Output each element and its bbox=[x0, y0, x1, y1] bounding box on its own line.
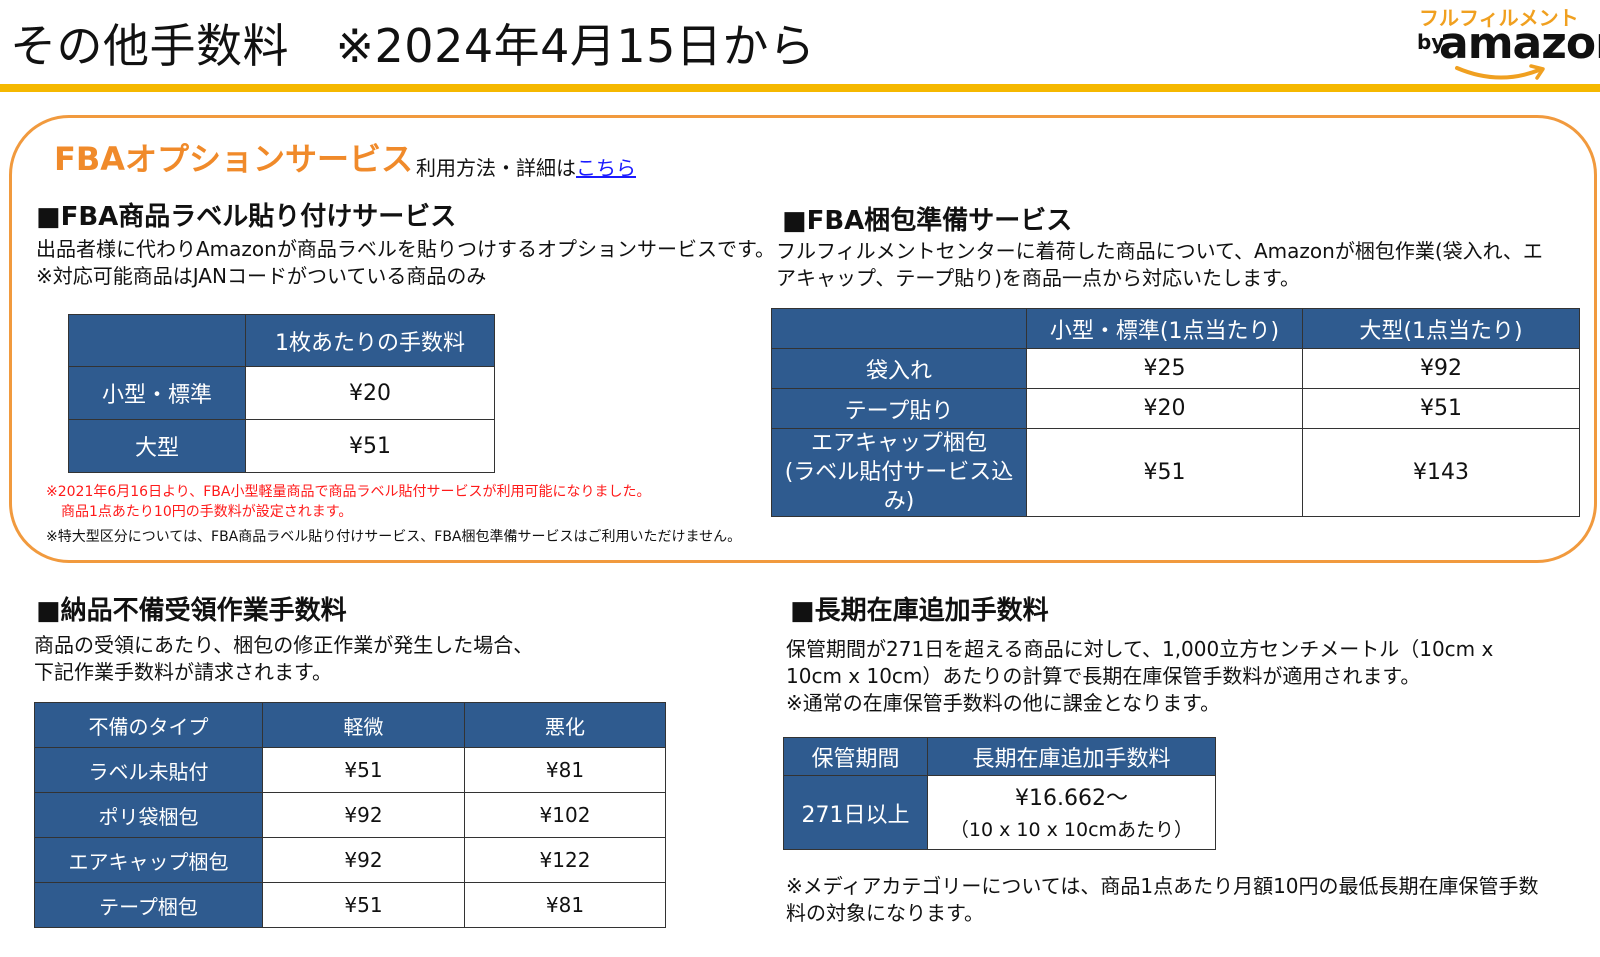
fee-cell: ¥51 bbox=[245, 419, 495, 473]
option-services-box bbox=[9, 115, 1597, 563]
longterm-fee-desc: 保管期間が271日を超える商品に対して、1,000立方センチメートル（10cm … bbox=[786, 636, 1493, 717]
table-row: ポリ袋梱包 ¥92 ¥102 bbox=[34, 792, 666, 838]
fee-cell: ¥92 bbox=[262, 792, 465, 838]
fee-cell: ¥51 bbox=[262, 882, 465, 928]
brand-kana: フルフィルメント bbox=[1419, 6, 1579, 30]
brand-by: by bbox=[1417, 30, 1445, 54]
defect-fee-title: ■納品不備受領作業手数料 bbox=[36, 596, 347, 626]
amazon-logo: フルフィルメント by amazon bbox=[1403, 0, 1600, 90]
fee-cell: ¥51 bbox=[1302, 388, 1580, 429]
table-row: テープ貼り ¥20 ¥51 bbox=[771, 388, 1580, 429]
fee-cell: ¥81 bbox=[464, 882, 666, 928]
row-label: テープ貼り bbox=[771, 388, 1027, 429]
row-label: エアキャップ梱包 (ラベル貼付サービス込み) bbox=[771, 428, 1027, 517]
fee-cell: ¥92 bbox=[262, 837, 465, 883]
label-fee-table: 1枚あたりの手数料 小型・標準 ¥20 大型 ¥51 bbox=[68, 314, 495, 473]
desc-line: 10cm x 10cm）あたりの計算で長期在庫保管手数料が適用されます。 bbox=[786, 664, 1421, 688]
label-service-desc: 出品者様に代わりAmazonが商品ラベルを貼りつけするオプションサービスです。 … bbox=[36, 236, 775, 290]
table-row: テープ梱包 ¥51 ¥81 bbox=[34, 882, 666, 928]
desc-line: 保管期間が271日を超える商品に対して、1,000立方センチメートル（10cm … bbox=[786, 637, 1494, 661]
fee-cell: ¥92 bbox=[1302, 348, 1580, 389]
row-label: テープ梱包 bbox=[34, 882, 263, 928]
table-row: 大型 ¥51 bbox=[68, 419, 495, 473]
table-row: 271日以上 ¥16.662～ （10 x 10 x 10cmあたり） bbox=[783, 775, 1216, 850]
page-title: その他手数料 ※2024年4月15日から bbox=[10, 19, 816, 73]
amazon-smile-icon bbox=[1455, 64, 1545, 80]
desc-line: フルフィルメントセンターに着荷した商品について、Amazonが梱包作業(袋入れ、… bbox=[776, 239, 1543, 263]
fee-cell: ¥122 bbox=[464, 837, 666, 883]
table-header-cell: 1枚あたりの手数料 bbox=[245, 314, 495, 367]
table-row: エアキャップ梱包 (ラベル貼付サービス込み) ¥51 ¥143 bbox=[771, 428, 1580, 517]
fee-cell: ¥102 bbox=[464, 792, 666, 838]
desc-line: ※対応可能商品はJANコードがついている商品のみ bbox=[36, 264, 487, 288]
details-link[interactable]: こちら bbox=[576, 156, 636, 180]
table-header-cell: 不備のタイプ bbox=[34, 702, 263, 748]
table-header-cell bbox=[771, 308, 1027, 349]
fee-cell: ¥16.662～ （10 x 10 x 10cmあたり） bbox=[927, 775, 1216, 850]
desc-line: アキャップ、テープ貼り)を商品一点から対応いたします。 bbox=[776, 266, 1301, 290]
fee-cell: ¥81 bbox=[464, 747, 666, 793]
fee-unit-note: （10 x 10 x 10cmあたり） bbox=[949, 818, 1194, 841]
oversize-note: ※特大型区分については、FBA商品ラベル貼り付けサービス、FBA梱包準備サービス… bbox=[46, 529, 742, 545]
table-row: 小型・標準 ¥20 bbox=[68, 366, 495, 420]
note-line: 料の対象になります。 bbox=[786, 901, 984, 925]
row-label: ラベル未貼付 bbox=[34, 747, 263, 793]
table-header-cell: 小型・標準(1点当たり) bbox=[1026, 308, 1303, 349]
row-label: 大型 bbox=[68, 419, 246, 473]
option-subtext-label: 利用方法・詳細は bbox=[416, 156, 576, 180]
title-rule bbox=[0, 84, 1600, 92]
fee-cell: ¥51 bbox=[262, 747, 465, 793]
fee-cell: ¥51 bbox=[1026, 428, 1303, 517]
table-header-cell: 保管期間 bbox=[783, 737, 928, 776]
brand-name: amazon bbox=[1439, 18, 1600, 69]
desc-line: ※通常の在庫保管手数料の他に課金となります。 bbox=[786, 691, 1221, 715]
fee-cell: ¥143 bbox=[1302, 428, 1580, 517]
row-label: 袋入れ bbox=[771, 348, 1027, 389]
table-row: エアキャップ梱包 ¥92 ¥122 bbox=[34, 837, 666, 883]
table-header-cell: 悪化 bbox=[464, 702, 666, 748]
defect-fee-desc: 商品の受領にあたり、梱包の修正作業が発生した場合、 下記作業手数料が請求されます… bbox=[34, 632, 533, 686]
table-header-cell: 長期在庫追加手数料 bbox=[927, 737, 1216, 776]
table-header-cell: 大型(1点当たり) bbox=[1302, 308, 1580, 349]
prep-service-title: ■FBA梱包準備サービス bbox=[782, 206, 1073, 236]
desc-line: 商品の受領にあたり、梱包の修正作業が発生した場合、 bbox=[34, 633, 534, 657]
note-line: 商品1点あたり10円の手数料が設定されます。 bbox=[61, 504, 353, 520]
row-label: 小型・標準 bbox=[68, 366, 246, 420]
label-service-red-note: ※2021年6月16日より、FBA小型軽量商品で商品ラベル貼付サービスが利用可能… bbox=[46, 482, 650, 522]
row-label: 271日以上 bbox=[783, 775, 928, 850]
fee-cell: ¥20 bbox=[245, 366, 495, 420]
row-label: エアキャップ梱包 bbox=[34, 837, 263, 883]
fee-value: ¥16.662～ bbox=[1015, 785, 1128, 811]
option-heading: FBAオプションサービス bbox=[54, 140, 414, 178]
fee-cell: ¥20 bbox=[1026, 388, 1303, 429]
label-service-title: ■FBA商品ラベル貼り付けサービス bbox=[36, 202, 457, 232]
note-line: ※メディアカテゴリーについては、商品1点あたり月額10円の最低長期在庫保管手数 bbox=[786, 874, 1539, 898]
row-label: ポリ袋梱包 bbox=[34, 792, 263, 838]
prep-service-desc: フルフィルメントセンターに着荷した商品について、Amazonが梱包作業(袋入れ、… bbox=[776, 238, 1543, 292]
longterm-fee-table: 保管期間 長期在庫追加手数料 271日以上 ¥16.662～ （10 x 10 … bbox=[783, 737, 1216, 850]
fee-cell: ¥25 bbox=[1026, 348, 1303, 389]
note-line: ※2021年6月16日より、FBA小型軽量商品で商品ラベル貼付サービスが利用可能… bbox=[46, 484, 651, 500]
table-header-cell: 軽微 bbox=[262, 702, 465, 748]
media-category-note: ※メディアカテゴリーについては、商品1点あたり月額10円の最低長期在庫保管手数 … bbox=[786, 873, 1539, 927]
prep-fee-table: 小型・標準(1点当たり) 大型(1点当たり) 袋入れ ¥25 ¥92 テープ貼り… bbox=[771, 308, 1580, 517]
option-subtext: 利用方法・詳細はこちら bbox=[416, 152, 636, 181]
table-row: 袋入れ ¥25 ¥92 bbox=[771, 348, 1580, 389]
desc-line: 出品者様に代わりAmazonが商品ラベルを貼りつけするオプションサービスです。 bbox=[36, 237, 776, 261]
longterm-fee-title: ■長期在庫追加手数料 bbox=[790, 596, 1049, 626]
defect-fee-table: 不備のタイプ 軽微 悪化 ラベル未貼付 ¥51 ¥81 ポリ袋梱包 ¥92 ¥1… bbox=[34, 702, 666, 928]
table-header-cell bbox=[68, 314, 246, 367]
desc-line: 下記作業手数料が請求されます。 bbox=[34, 660, 332, 684]
table-row: ラベル未貼付 ¥51 ¥81 bbox=[34, 747, 666, 793]
